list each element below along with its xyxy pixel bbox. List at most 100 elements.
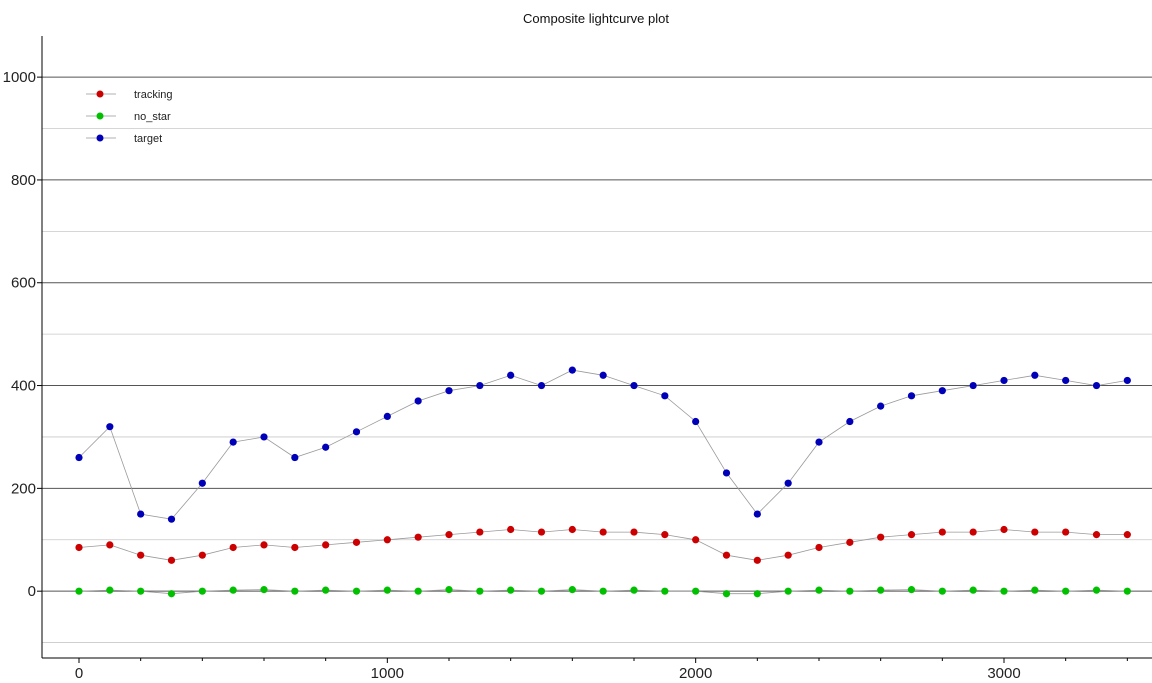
tracking-point bbox=[661, 531, 669, 539]
tracking-point bbox=[722, 551, 731, 559]
y-tick-label: 1000 bbox=[3, 69, 36, 86]
target-point bbox=[692, 417, 700, 426]
axes bbox=[41, 36, 1152, 659]
no_star-point bbox=[414, 587, 422, 595]
legend-label-target: target bbox=[134, 133, 162, 145]
no_star-point bbox=[537, 587, 546, 595]
tracking-point bbox=[322, 541, 330, 549]
chart-title: Composite lightcurve plot bbox=[523, 11, 669, 26]
no_star-point bbox=[106, 586, 114, 594]
target-point bbox=[322, 443, 330, 451]
y-tick-labels: 0 200 400 600 800 1000 bbox=[3, 69, 42, 600]
target-point bbox=[1000, 376, 1008, 385]
no_star-point bbox=[661, 587, 669, 595]
tracking-point bbox=[877, 533, 885, 541]
x-tick-label: 2000 bbox=[679, 665, 712, 682]
tracking-point bbox=[537, 528, 546, 536]
no_star-point bbox=[722, 590, 731, 598]
tracking-point bbox=[630, 528, 638, 536]
no_star-point bbox=[815, 586, 823, 594]
data-points bbox=[75, 366, 1131, 598]
no_star-point bbox=[1123, 587, 1131, 595]
tracking-point bbox=[1031, 528, 1039, 536]
tracking-point bbox=[137, 551, 145, 559]
tracking-point bbox=[260, 541, 268, 549]
no_star-point bbox=[1000, 587, 1008, 595]
tracking-point bbox=[507, 525, 515, 534]
tracking-point bbox=[1062, 528, 1070, 536]
y-tick-label: 200 bbox=[11, 480, 36, 497]
tracking-point bbox=[352, 538, 361, 546]
x-tick-label: 0 bbox=[75, 665, 83, 682]
tracking-point bbox=[229, 543, 237, 552]
target-point bbox=[753, 510, 761, 518]
no_star-point bbox=[846, 587, 854, 595]
no_star-point bbox=[198, 587, 206, 595]
target-point bbox=[630, 381, 638, 390]
no_star-point bbox=[877, 586, 885, 594]
no_star-point bbox=[383, 586, 391, 594]
tracking-point bbox=[414, 533, 422, 541]
no_star-point bbox=[291, 587, 299, 595]
no_star-point bbox=[568, 586, 576, 594]
tracking-point bbox=[692, 536, 700, 544]
target-point bbox=[599, 371, 607, 379]
target-point bbox=[414, 397, 422, 405]
no_star-point bbox=[630, 586, 638, 594]
tracking-point bbox=[846, 538, 854, 546]
tracking-point bbox=[75, 543, 83, 552]
target-point bbox=[476, 381, 484, 390]
target-point bbox=[383, 412, 391, 420]
no_star-point bbox=[260, 586, 268, 594]
tracking-point bbox=[568, 525, 576, 534]
x-tick-label: 1000 bbox=[371, 665, 404, 682]
tracking-point bbox=[784, 551, 792, 559]
target-point bbox=[661, 392, 669, 400]
no_star-point bbox=[137, 587, 145, 595]
target-point bbox=[938, 387, 946, 395]
target-point bbox=[1062, 376, 1070, 385]
target-point bbox=[198, 479, 206, 487]
no_star-point bbox=[784, 587, 792, 595]
no_star-point bbox=[322, 586, 330, 594]
no_star-point bbox=[445, 586, 453, 594]
tracking-point bbox=[291, 543, 299, 552]
legend-marker-target bbox=[96, 134, 104, 142]
target-point bbox=[846, 417, 854, 426]
no_star-point bbox=[692, 587, 700, 595]
tracking-point bbox=[969, 528, 977, 536]
tracking-point bbox=[938, 528, 946, 536]
no_star-point bbox=[476, 587, 484, 595]
target-point bbox=[167, 515, 176, 523]
target-point bbox=[815, 438, 823, 446]
tracking-point bbox=[198, 551, 206, 559]
tracking-point bbox=[815, 543, 823, 552]
no_star-point bbox=[599, 587, 607, 595]
target-point bbox=[260, 433, 268, 441]
no_star-point bbox=[1062, 587, 1070, 595]
target-point bbox=[445, 387, 453, 395]
y-tick-label: 400 bbox=[11, 378, 36, 395]
target-point bbox=[568, 366, 576, 374]
tracking-point bbox=[1092, 531, 1101, 539]
tracking-point bbox=[753, 556, 761, 564]
no_star-point bbox=[167, 590, 176, 598]
tracking-point bbox=[383, 536, 391, 544]
no_star-point bbox=[352, 587, 361, 595]
target-point bbox=[1092, 381, 1101, 390]
target-point bbox=[784, 479, 792, 487]
no_star-point bbox=[1092, 586, 1101, 594]
tracking-point bbox=[1123, 531, 1131, 539]
y-tick-label: 600 bbox=[11, 275, 36, 292]
tracking-point bbox=[476, 528, 484, 536]
target-point bbox=[877, 402, 885, 410]
legend-label-no_star: no_star bbox=[134, 111, 171, 123]
target-point bbox=[106, 423, 114, 431]
target-point bbox=[907, 392, 916, 400]
legend-label-tracking: tracking bbox=[134, 89, 173, 101]
grid-lines bbox=[42, 76, 1152, 643]
target-point bbox=[722, 469, 731, 477]
